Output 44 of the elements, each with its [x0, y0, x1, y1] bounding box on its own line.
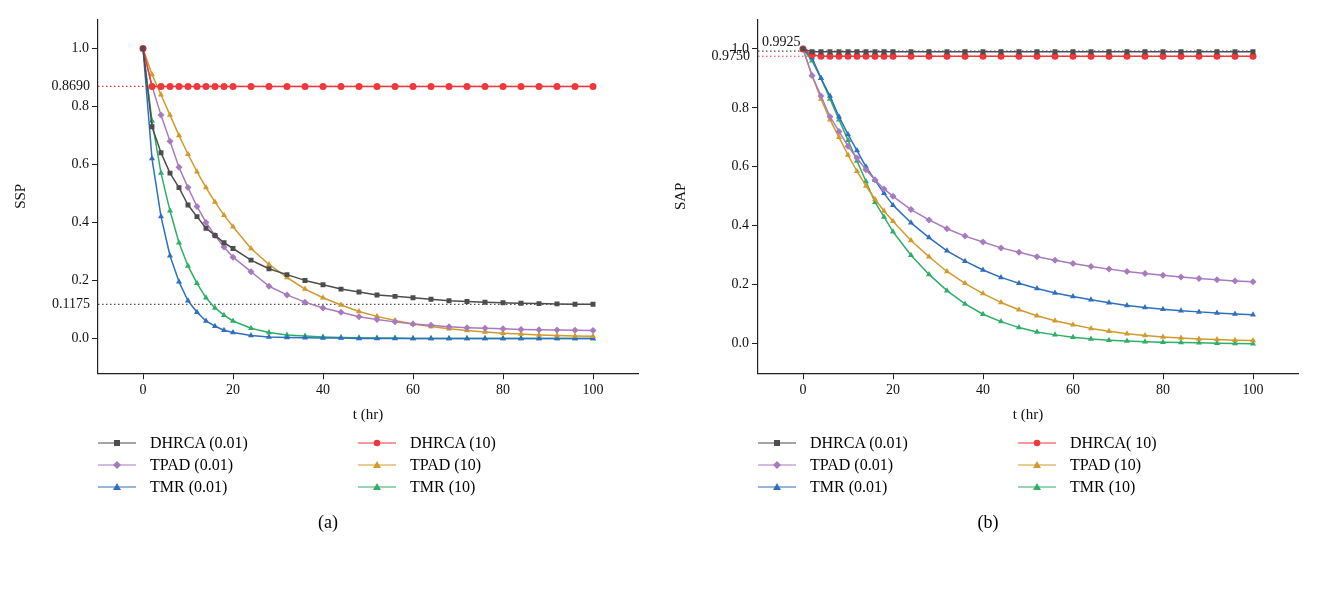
- x-tick-label: 80: [496, 382, 510, 398]
- ref-line-label: 0.1175: [52, 296, 90, 311]
- legend-label: TPAD (0.01): [150, 456, 233, 474]
- x-tick-label: 80: [1156, 382, 1170, 398]
- legend-label: DHRCA (0.01): [810, 434, 908, 452]
- y-tick-label: 0.6: [71, 156, 89, 172]
- y-tick-label: 0.4: [731, 217, 749, 233]
- x-tick-label: 100: [582, 382, 604, 398]
- legend-label: TPAD (10): [410, 456, 481, 474]
- ref-line-label: 0.8690: [51, 78, 90, 94]
- text: (a): [317, 512, 339, 533]
- x-axis-title: t (hr): [352, 405, 384, 423]
- y-tick-label: 0.6: [731, 158, 749, 174]
- legend-label: DHRCA (10): [410, 434, 496, 452]
- legend-label: TMR (10): [410, 478, 476, 496]
- legend-label: TPAD (10): [1070, 456, 1141, 474]
- text: (b): [976, 512, 1000, 533]
- legend-label: TMR (10): [1070, 478, 1136, 496]
- y-tick-label: 0.8: [71, 98, 89, 114]
- legend-label: TMR (0.01): [150, 478, 228, 496]
- legend-label: DHRCA( 10): [1070, 434, 1157, 452]
- y-tick-label: 0.2: [731, 276, 749, 292]
- y-tick-label: 0.0: [71, 330, 89, 346]
- x-tick-label: 60: [406, 382, 420, 398]
- legend-label: TPAD (0.01): [810, 456, 893, 474]
- y-tick-label: 0.2: [71, 272, 89, 288]
- x-tick-label: 40: [976, 382, 990, 398]
- y-tick-label: 0.4: [71, 214, 89, 230]
- x-tick-label: 0: [139, 382, 147, 398]
- x-tick-label: 60: [1066, 382, 1080, 398]
- y-axis-title: SSP: [11, 183, 28, 209]
- y-tick-label: 1.0: [71, 40, 89, 56]
- legend-label: TMR (0.01): [810, 478, 888, 496]
- x-tick-label: 20: [886, 382, 900, 398]
- y-tick-label: 0.0: [731, 335, 749, 351]
- x-axis-title: t (hr): [1012, 405, 1044, 423]
- ref-line-label: 0.9925: [762, 33, 801, 49]
- x-tick-label: 20: [226, 382, 240, 398]
- x-tick-label: 40: [316, 382, 330, 398]
- legend-label: DHRCA (0.01): [150, 434, 248, 452]
- y-tick-label: 0.8: [731, 99, 749, 115]
- x-tick-label: 0: [799, 382, 807, 398]
- y-axis-title: SAP: [671, 182, 688, 211]
- x-tick-label: 100: [1242, 382, 1264, 398]
